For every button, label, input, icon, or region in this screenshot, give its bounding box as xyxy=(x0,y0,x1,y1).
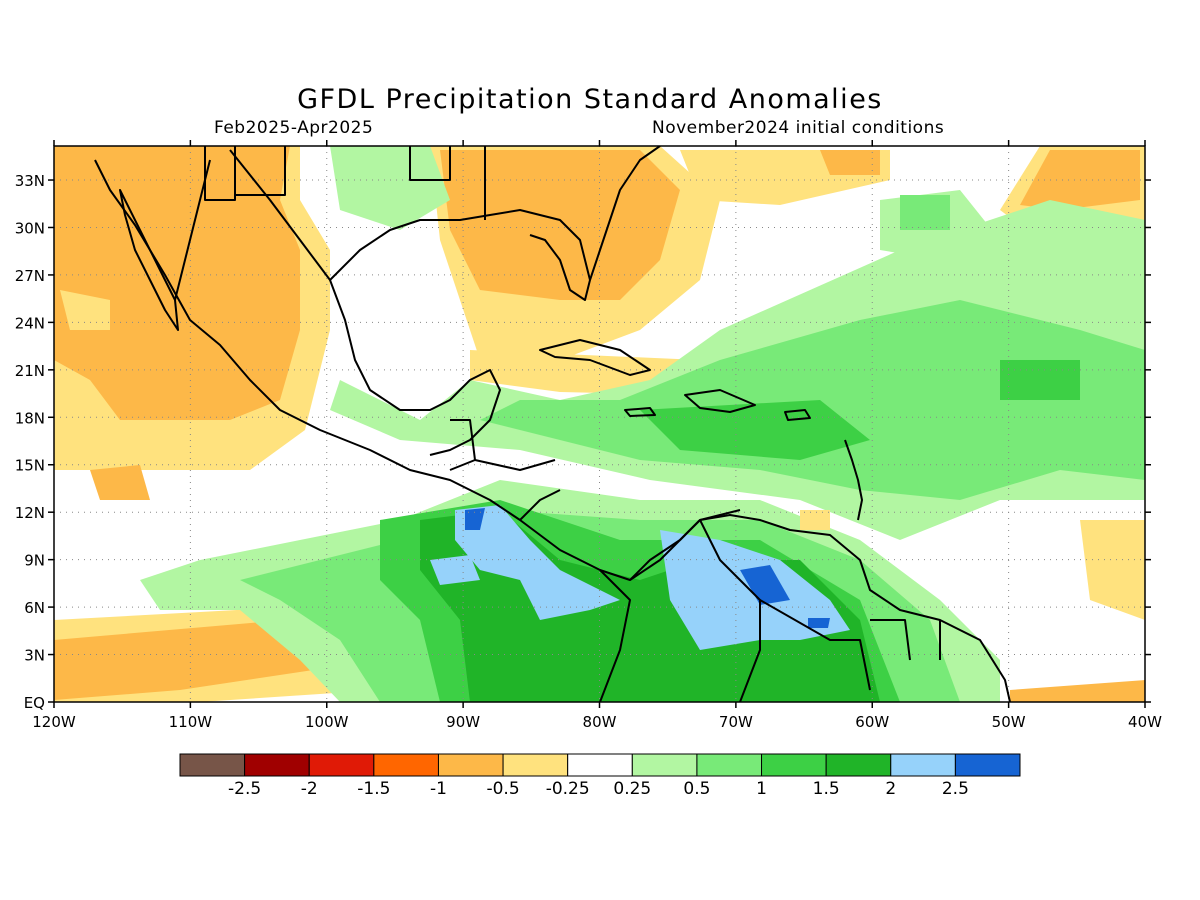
lat-label: 21N xyxy=(15,362,45,380)
lat-label: 30N xyxy=(15,219,45,237)
colorbar-label: -2.5 xyxy=(228,779,261,799)
lat-label: 3N xyxy=(24,647,45,665)
colorbar-swatch xyxy=(890,753,956,777)
lat-label: 6N xyxy=(24,599,45,617)
colorbar-label: 1 xyxy=(756,779,767,799)
colorbar-swatch xyxy=(502,753,569,777)
colorbar-label: 2.5 xyxy=(942,779,969,799)
colorbar-label: 2 xyxy=(885,779,896,799)
lon-label: 80W xyxy=(583,713,617,731)
colorbar-label: 0.5 xyxy=(683,779,710,799)
lon-label: 60W xyxy=(855,713,889,731)
lon-label: 40W xyxy=(1128,713,1162,731)
lat-label: 15N xyxy=(15,457,45,475)
colorbar-swatch xyxy=(244,753,310,777)
colorbar-swatch xyxy=(761,753,827,777)
colorbar-swatch xyxy=(308,753,375,777)
chart-title: GFDL Precipitation Standard Anomalies xyxy=(297,84,883,115)
forecast-period: Feb2025-Apr2025 xyxy=(214,118,374,138)
coastlines xyxy=(94,146,1011,702)
lon-label: 90W xyxy=(446,713,480,731)
colorbar-swatch xyxy=(373,753,439,777)
colorbar-swatch xyxy=(825,753,892,777)
colorbar-label: -0.5 xyxy=(486,779,519,799)
colorbar-swatch xyxy=(437,753,504,777)
colorbar-swatch xyxy=(179,753,246,777)
lat-label: 33N xyxy=(15,172,45,190)
anomaly-fields xyxy=(54,146,1145,702)
lon-label: 70W xyxy=(719,713,753,731)
colorbar-label: -0.25 xyxy=(546,779,590,799)
colorbar-swatch xyxy=(696,753,763,777)
lat-label: 24N xyxy=(15,314,45,332)
initial-conditions: November2024 initial conditions xyxy=(652,118,945,138)
lat-label: 18N xyxy=(15,409,45,427)
lat-label: 9N xyxy=(24,552,45,570)
lat-label: 12N xyxy=(15,504,45,522)
lat-label: EQ xyxy=(24,694,45,712)
axis-ticks xyxy=(48,140,1151,708)
lon-label: 110W xyxy=(169,713,213,731)
colorbar-label: -1 xyxy=(430,779,447,799)
colorbar-swatch xyxy=(631,753,698,777)
colorbar-label: 1.5 xyxy=(813,779,840,799)
colorbar-label: -1.5 xyxy=(357,779,390,799)
colorbar-label: -2 xyxy=(301,779,318,799)
colorbar-swatch xyxy=(567,753,633,777)
lon-label: 120W xyxy=(32,713,76,731)
lon-label: 100W xyxy=(305,713,349,731)
colorbar-label: 0.25 xyxy=(613,779,651,799)
colorbar-swatch xyxy=(954,753,1021,777)
lat-label: 27N xyxy=(15,267,45,285)
latitude-labels: EQ 3N 6N 9N 12N 15N 18N 21N 24N 27N 30N 33N xyxy=(15,172,45,712)
longitude-labels: 120W 110W 100W 90W 80W 70W 60W 50W 40W xyxy=(32,713,1162,731)
color-scale: -2.5 -2 -1.5 -1 -0.5 -0.25 0.25 0.5 1 1.5 2 2.5 xyxy=(179,753,1021,799)
lon-label: 50W xyxy=(992,713,1026,731)
